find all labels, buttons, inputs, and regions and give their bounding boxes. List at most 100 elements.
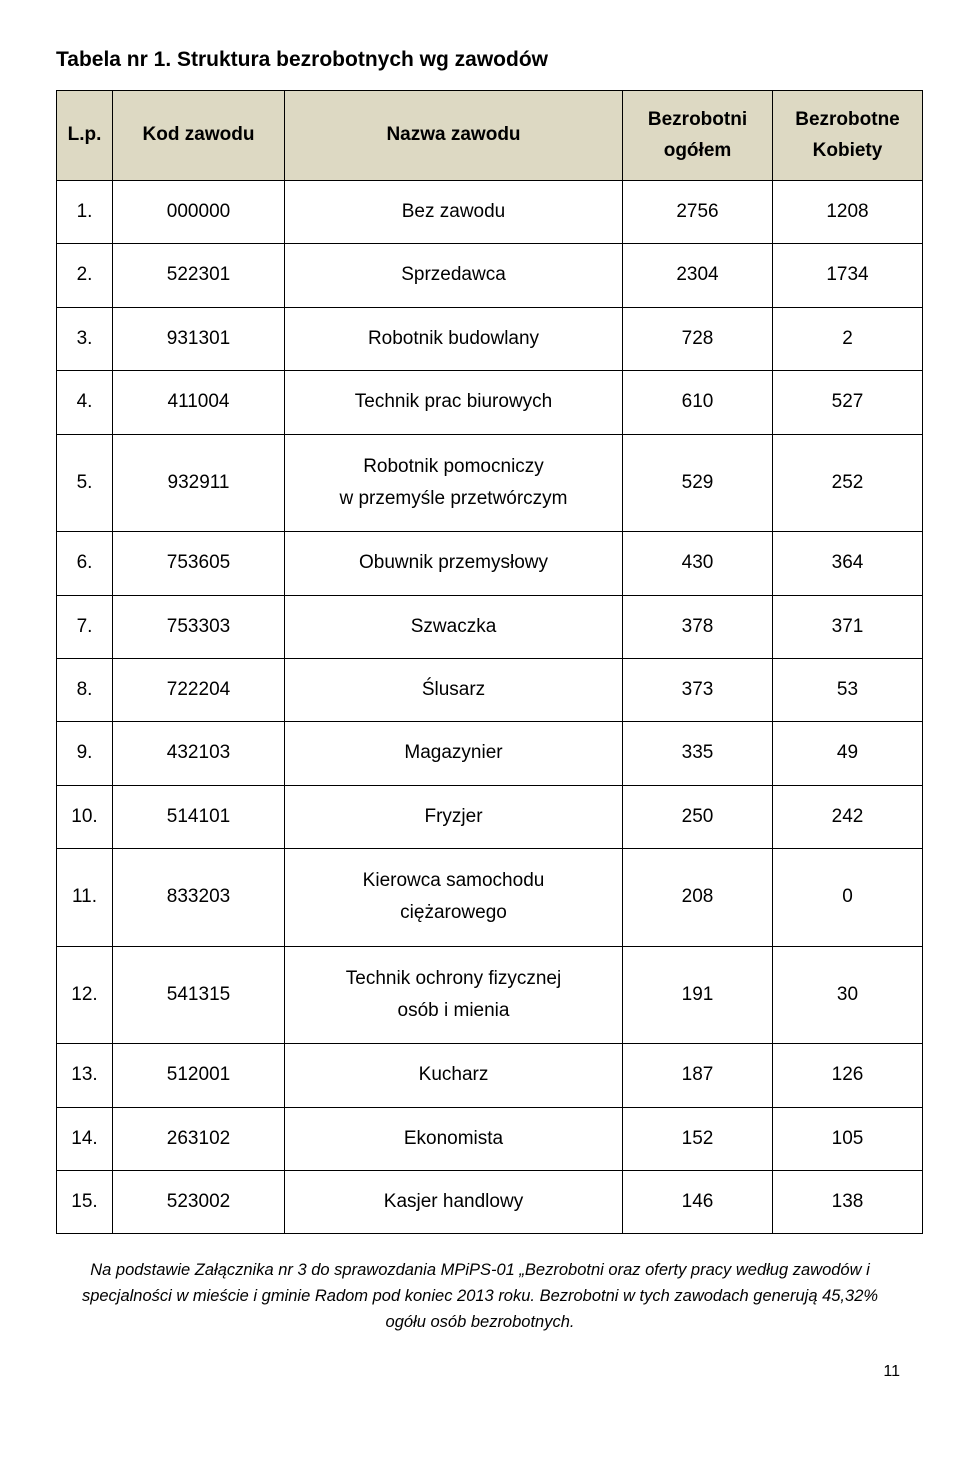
cell-lp: 4. [57, 371, 113, 434]
cell-ogolem: 335 [623, 722, 773, 785]
col-header-ogolem: Bezrobotni ogółem [623, 91, 773, 181]
cell-lp: 8. [57, 658, 113, 721]
cell-ogolem: 250 [623, 785, 773, 848]
cell-lp: 11. [57, 849, 113, 947]
cell-lp: 9. [57, 722, 113, 785]
cell-lp: 13. [57, 1044, 113, 1107]
table-row: 13.512001Kucharz187126 [57, 1044, 923, 1107]
cell-kod: 512001 [113, 1044, 285, 1107]
cell-kod: 833203 [113, 849, 285, 947]
cell-lp: 2. [57, 244, 113, 307]
cell-kod: 522301 [113, 244, 285, 307]
cell-nazwa: Technik ochrony fizycznejosób i mienia [285, 946, 623, 1044]
col-header-kobiety-line1: Bezrobotne [795, 109, 900, 130]
page-number: 11 [56, 1363, 904, 1381]
cell-kod: 931301 [113, 307, 285, 370]
cell-kobiety: 242 [773, 785, 923, 848]
cell-kobiety: 2 [773, 307, 923, 370]
table-row: 15.523002Kasjer handlowy146138 [57, 1171, 923, 1234]
col-header-lp: L.p. [57, 91, 113, 181]
cell-ogolem: 208 [623, 849, 773, 947]
cell-ogolem: 728 [623, 307, 773, 370]
cell-ogolem: 191 [623, 946, 773, 1044]
cell-lp: 14. [57, 1107, 113, 1170]
table-row: 9.432103Magazynier33549 [57, 722, 923, 785]
cell-nazwa: Kucharz [285, 1044, 623, 1107]
col-header-kod: Kod zawodu [113, 91, 285, 181]
table-row: 8.722204Ślusarz37353 [57, 658, 923, 721]
data-table: L.p. Kod zawodu Nazwa zawodu Bezrobotni … [56, 90, 923, 1234]
cell-kobiety: 1208 [773, 181, 923, 244]
col-header-ogolem-line1: Bezrobotni [648, 109, 747, 130]
cell-nazwa: Magazynier [285, 722, 623, 785]
cell-nazwa: Obuwnik przemysłowy [285, 532, 623, 595]
cell-ogolem: 187 [623, 1044, 773, 1107]
cell-nazwa: Bez zawodu [285, 181, 623, 244]
table-row: 14.263102Ekonomista152105 [57, 1107, 923, 1170]
cell-kobiety: 53 [773, 658, 923, 721]
table-row: 11.833203Kierowca samochoduciężarowego20… [57, 849, 923, 947]
cell-kobiety: 364 [773, 532, 923, 595]
cell-kobiety: 527 [773, 371, 923, 434]
cell-kod: 000000 [113, 181, 285, 244]
cell-ogolem: 2756 [623, 181, 773, 244]
cell-kod: 541315 [113, 946, 285, 1044]
cell-ogolem: 378 [623, 595, 773, 658]
footnote-text: Na podstawie Załącznika nr 3 do sprawozd… [56, 1258, 904, 1335]
cell-lp: 10. [57, 785, 113, 848]
cell-nazwa: Sprzedawca [285, 244, 623, 307]
cell-ogolem: 610 [623, 371, 773, 434]
cell-nazwa: Ślusarz [285, 658, 623, 721]
cell-kobiety: 49 [773, 722, 923, 785]
cell-kobiety: 105 [773, 1107, 923, 1170]
cell-kod: 514101 [113, 785, 285, 848]
cell-kobiety: 0 [773, 849, 923, 947]
cell-kod: 411004 [113, 371, 285, 434]
cell-lp: 7. [57, 595, 113, 658]
cell-kod: 722204 [113, 658, 285, 721]
cell-nazwa: Robotnik budowlany [285, 307, 623, 370]
table-row: 3.931301Robotnik budowlany7282 [57, 307, 923, 370]
cell-ogolem: 529 [623, 434, 773, 532]
table-row: 6.753605Obuwnik przemysłowy430364 [57, 532, 923, 595]
cell-nazwa: Technik prac biurowych [285, 371, 623, 434]
table-row: 1.000000Bez zawodu27561208 [57, 181, 923, 244]
table-row: 12.541315Technik ochrony fizycznejosób i… [57, 946, 923, 1044]
cell-nazwa: Fryzjer [285, 785, 623, 848]
cell-kobiety: 30 [773, 946, 923, 1044]
table-row: 5.932911Robotnik pomocniczyw przemyśle p… [57, 434, 923, 532]
cell-kobiety: 126 [773, 1044, 923, 1107]
cell-ogolem: 2304 [623, 244, 773, 307]
cell-ogolem: 373 [623, 658, 773, 721]
cell-kod: 523002 [113, 1171, 285, 1234]
cell-lp: 1. [57, 181, 113, 244]
cell-kod: 432103 [113, 722, 285, 785]
table-row: 7.753303Szwaczka378371 [57, 595, 923, 658]
table-row: 2.522301Sprzedawca23041734 [57, 244, 923, 307]
cell-nazwa: Kierowca samochoduciężarowego [285, 849, 623, 947]
cell-nazwa: Kasjer handlowy [285, 1171, 623, 1234]
col-header-nazwa: Nazwa zawodu [285, 91, 623, 181]
cell-kobiety: 371 [773, 595, 923, 658]
table-header-row: L.p. Kod zawodu Nazwa zawodu Bezrobotni … [57, 91, 923, 181]
cell-lp: 6. [57, 532, 113, 595]
cell-lp: 15. [57, 1171, 113, 1234]
col-header-ogolem-line2: ogółem [664, 140, 732, 161]
cell-lp: 12. [57, 946, 113, 1044]
cell-kod: 263102 [113, 1107, 285, 1170]
cell-kod: 753303 [113, 595, 285, 658]
cell-nazwa: Ekonomista [285, 1107, 623, 1170]
cell-kobiety: 138 [773, 1171, 923, 1234]
cell-kobiety: 1734 [773, 244, 923, 307]
cell-nazwa: Robotnik pomocniczyw przemyśle przetwórc… [285, 434, 623, 532]
cell-kod: 932911 [113, 434, 285, 532]
cell-ogolem: 152 [623, 1107, 773, 1170]
cell-kobiety: 252 [773, 434, 923, 532]
table-body: 1.000000Bez zawodu275612082.522301Sprzed… [57, 181, 923, 1234]
cell-ogolem: 146 [623, 1171, 773, 1234]
cell-lp: 3. [57, 307, 113, 370]
cell-nazwa: Szwaczka [285, 595, 623, 658]
table-title: Tabela nr 1. Struktura bezrobotnych wg z… [56, 48, 904, 72]
cell-kod: 753605 [113, 532, 285, 595]
table-row: 10.514101Fryzjer250242 [57, 785, 923, 848]
